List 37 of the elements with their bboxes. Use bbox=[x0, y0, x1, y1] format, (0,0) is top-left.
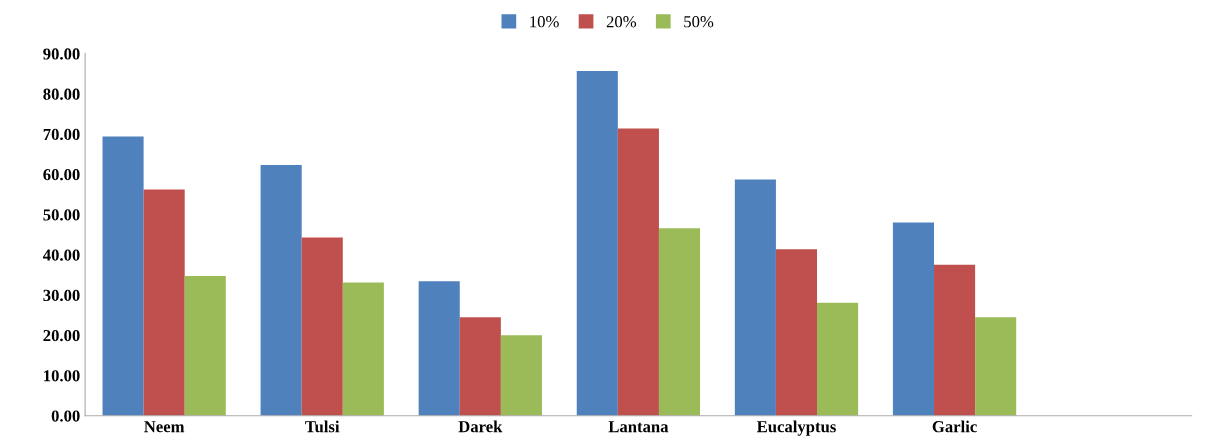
legend-label: 10% bbox=[530, 16, 559, 28]
bar bbox=[418, 281, 460, 416]
bar bbox=[734, 179, 776, 416]
x-tick-label: Lantana bbox=[608, 421, 669, 433]
bar bbox=[617, 128, 659, 416]
bar bbox=[775, 249, 818, 416]
y-tick-label: 50.00 bbox=[43, 209, 80, 221]
bar bbox=[260, 165, 302, 416]
bar bbox=[576, 70, 618, 416]
y-tick-label: 90.00 bbox=[43, 48, 80, 60]
y-tick-label: 20.00 bbox=[43, 329, 80, 342]
x-tick-label: Eucalyptus bbox=[756, 420, 836, 436]
x-tick-label: Neem bbox=[144, 421, 185, 433]
x-tick-label: Garlic bbox=[932, 420, 977, 433]
bar bbox=[934, 264, 976, 416]
y-tick-label: 70.00 bbox=[43, 128, 80, 141]
bar bbox=[459, 317, 501, 416]
bar bbox=[975, 317, 1017, 416]
bar bbox=[892, 222, 935, 416]
bar bbox=[102, 136, 144, 416]
bar bbox=[500, 335, 542, 416]
y-tick-label: 0.00 bbox=[51, 410, 80, 422]
bar bbox=[301, 237, 343, 416]
y-tick-label: 10.00 bbox=[44, 370, 80, 382]
bar bbox=[817, 302, 859, 416]
bar bbox=[184, 276, 226, 416]
y-tick-label: 80.00 bbox=[43, 88, 80, 100]
x-tick-label: Tulsi bbox=[305, 420, 340, 433]
bar bbox=[143, 189, 185, 416]
y-tick-label: 30.00 bbox=[43, 289, 80, 302]
y-tick-label: 40.00 bbox=[42, 249, 80, 261]
legend-label: 50% bbox=[684, 16, 714, 28]
x-tick-label: Darek bbox=[458, 420, 503, 433]
y-tick-label: 60.00 bbox=[43, 169, 80, 181]
bar bbox=[342, 282, 384, 416]
bar bbox=[658, 228, 701, 416]
legend-label: 20% bbox=[606, 16, 637, 28]
